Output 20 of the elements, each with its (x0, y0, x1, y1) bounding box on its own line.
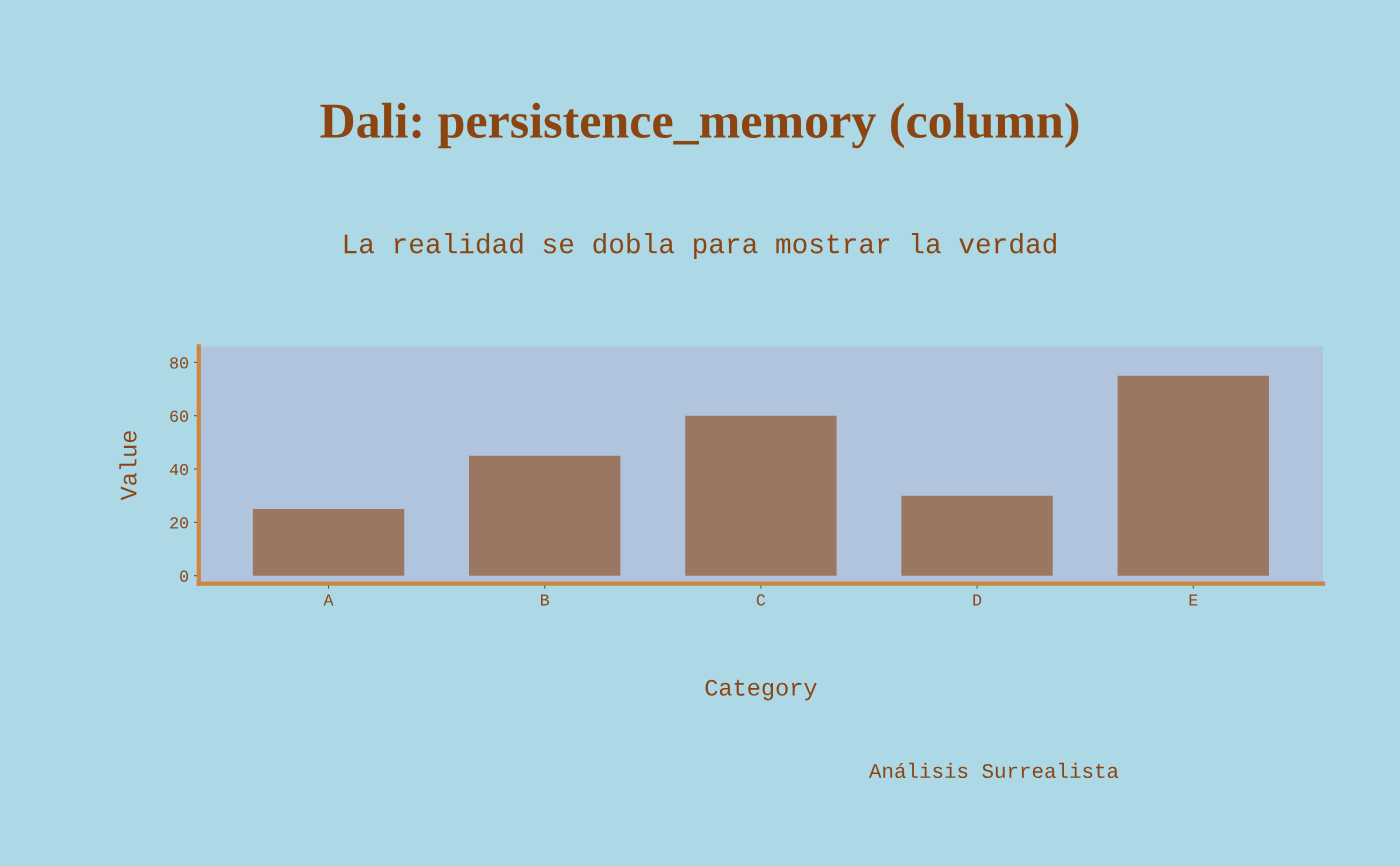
bar (469, 455, 621, 576)
chart-subtitle: La realidad se dobla para mostrar la verdad (344, 233, 1056, 259)
bar (901, 495, 1053, 576)
x-tick-label: E (1189, 594, 1198, 606)
x-tick-label: D (973, 594, 982, 606)
y-tick-label: 20 (170, 517, 189, 529)
y-tick-label: 80 (170, 357, 189, 369)
y-tick-label: 60 (170, 410, 189, 422)
y-tick-label: 0 (180, 570, 189, 582)
bar (685, 415, 837, 576)
y-axis-title: Value (119, 431, 137, 501)
x-tick-label: A (323, 594, 334, 606)
x-tick-label: B (541, 594, 550, 606)
x-tick-label: C (756, 594, 766, 606)
chart-title: Dali: persistence_memory (column) (320, 102, 1079, 149)
bar (252, 509, 405, 576)
x-axis-title: Category (705, 679, 817, 701)
text: Análisis Surrealista (868, 762, 1119, 779)
bar (1117, 375, 1269, 576)
y-tick-label: 40 (169, 463, 189, 476)
